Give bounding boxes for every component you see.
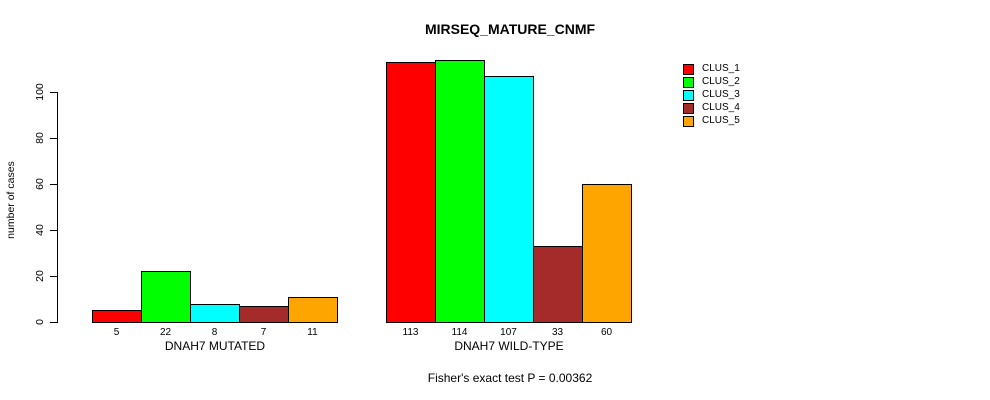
legend-label-clus-4: CLUS_4: [702, 102, 740, 113]
bar-value-label: 114: [451, 327, 468, 338]
bar-value-label: 60: [600, 327, 613, 338]
bar-clus-5-dnah7-wild-type: [582, 184, 632, 323]
legend-color-swatch-clus-5: [683, 116, 694, 127]
legend-color-swatch-clus-4: [683, 103, 694, 114]
bar-clus-4-dnah7-wild-type: [533, 246, 583, 323]
bar-value-label: 33: [551, 327, 564, 338]
bar-value-label: 107: [500, 327, 517, 338]
y-axis-tick: [50, 276, 57, 277]
y-axis-line: [57, 92, 58, 323]
bar-clus-1-dnah7-wild-type: [386, 62, 436, 323]
y-axis-tick-label: 0: [34, 319, 46, 325]
legend-color-swatch-clus-2: [683, 77, 694, 88]
y-axis-tick-label: 80: [34, 132, 46, 144]
y-axis-tick-label: 40: [34, 224, 46, 236]
bar-value-label: 22: [159, 327, 172, 338]
y-axis-tick-label: 60: [34, 178, 46, 190]
legend-label-clus-2: CLUS_2: [702, 76, 740, 87]
y-axis-tick: [50, 184, 57, 185]
legend-color-swatch-clus-1: [683, 64, 694, 75]
y-axis-tick-label: 20: [34, 270, 46, 282]
bar-value-label: 7: [260, 327, 267, 338]
bar-value-label: 113: [402, 327, 419, 338]
bar-clus-2-dnah7-wild-type: [435, 60, 485, 323]
chart-title: MIRSEQ_MATURE_CNMF: [424, 21, 596, 37]
legend-color-swatch-clus-3: [683, 90, 694, 101]
x-group-label-dnah7-wild-type: DNAH7 WILD-TYPE: [454, 339, 564, 353]
bar-value-label: 5: [113, 327, 120, 338]
x-group-label-dnah7-mutated: DNAH7 MUTATED: [164, 339, 266, 353]
y-axis-tick: [50, 92, 57, 93]
bar-clus-3-dnah7-wild-type: [484, 76, 534, 323]
legend-label-clus-5: CLUS_5: [702, 115, 740, 126]
legend-label-clus-1: CLUS_1: [702, 63, 740, 74]
bar-clus-5-dnah7-mutated: [288, 297, 338, 323]
y-axis-tick: [50, 230, 57, 231]
bar-value-label: 8: [211, 327, 218, 338]
bar-clus-2-dnah7-mutated: [141, 271, 191, 323]
bar-clus-4-dnah7-mutated: [239, 306, 289, 323]
bar-clus-3-dnah7-mutated: [190, 304, 240, 323]
bar-value-label: 11: [307, 327, 318, 338]
y-axis-label: number of cases: [5, 161, 17, 239]
y-axis-tick: [50, 138, 57, 139]
y-axis-tick: [50, 322, 57, 323]
y-axis-tick-label: 100: [34, 83, 46, 101]
bar-clus-1-dnah7-mutated: [92, 310, 142, 323]
legend-label-clus-3: CLUS_3: [702, 89, 740, 100]
fisher-test-caption: Fisher's exact test P = 0.00362: [427, 371, 593, 385]
